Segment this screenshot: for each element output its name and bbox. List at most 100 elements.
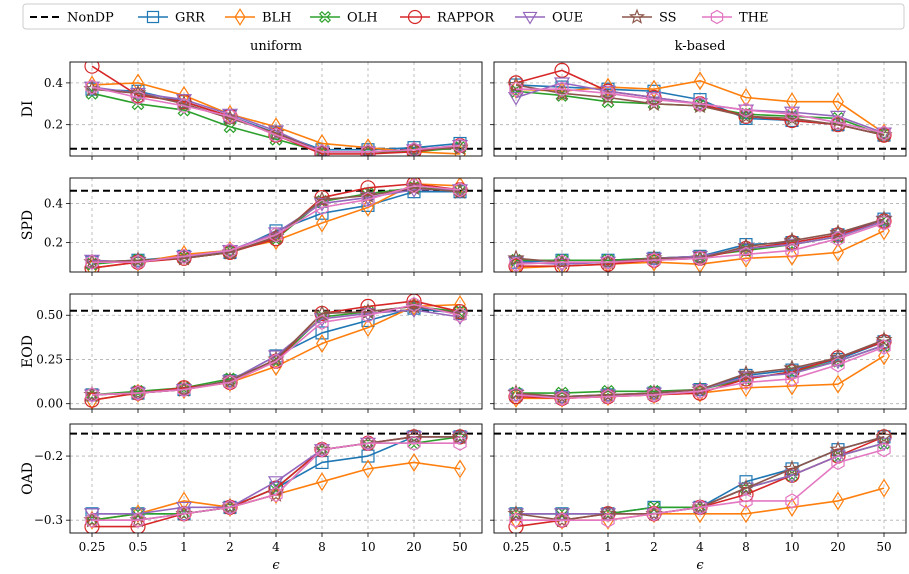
point-ss <box>737 479 755 496</box>
legend-label: THE <box>739 11 769 26</box>
point-olh <box>177 103 191 117</box>
point-the <box>177 381 191 398</box>
series-line-ss <box>515 84 885 136</box>
ylabel-spd: SPD <box>20 210 36 240</box>
y-tick-label: 0.4 <box>44 76 63 90</box>
point-ss <box>875 126 893 143</box>
legend-item-grr: GRR <box>138 11 206 26</box>
point-rappor <box>84 260 100 272</box>
series-line-the <box>515 346 885 400</box>
point-ss <box>553 511 571 528</box>
point-blh <box>316 334 328 354</box>
point-the <box>739 102 753 118</box>
point-ss <box>829 440 847 457</box>
legend-label: GRR <box>175 11 206 26</box>
point-the <box>877 215 891 231</box>
x-tick-label: 2 <box>226 540 234 554</box>
point-the <box>647 387 661 403</box>
axes-frame <box>69 293 483 410</box>
point-blh <box>408 452 420 473</box>
legend-marker-the <box>710 9 724 25</box>
point-ss <box>267 227 285 245</box>
point-the <box>131 385 145 401</box>
point-ss <box>313 440 331 457</box>
legend-frame <box>22 3 905 30</box>
x-tick-label: 4 <box>272 540 280 554</box>
point-the <box>407 142 421 156</box>
y-tick-label: 0.4 <box>44 196 63 210</box>
point-the <box>785 371 799 387</box>
point-ss <box>175 380 193 397</box>
column-title-1: k-based <box>675 39 726 54</box>
panel-di-uniform: 0.2 0.4 <box>44 61 483 160</box>
point-ss <box>405 297 423 314</box>
series-line-ss <box>515 339 885 398</box>
point-olh <box>85 86 99 100</box>
point-blh <box>454 459 466 479</box>
point-ss <box>553 253 571 270</box>
panel-di-k-based <box>490 61 907 160</box>
point-the <box>877 339 891 355</box>
point-the <box>555 81 569 97</box>
point-blh <box>316 213 328 233</box>
x-tick-label: 10 <box>784 540 799 554</box>
axes-frame <box>493 423 907 534</box>
xlabel: ϵ <box>696 558 704 573</box>
point-ss <box>175 504 193 522</box>
point-blh <box>832 374 844 394</box>
point-ss <box>129 84 147 101</box>
point-the <box>877 441 891 458</box>
point-ss <box>599 504 617 522</box>
series-line-the <box>516 448 885 521</box>
point-the <box>269 353 283 369</box>
point-the <box>315 314 329 331</box>
point-ss <box>405 178 423 196</box>
point-the <box>453 435 467 451</box>
point-oue <box>267 476 285 490</box>
legend-marker-oue <box>522 11 538 25</box>
point-the <box>177 506 191 522</box>
point-ss <box>221 109 239 126</box>
point-ss <box>221 243 239 260</box>
point-the <box>453 182 467 198</box>
point-the <box>223 374 237 391</box>
legend: NonDP GRR BLH OLH RAPPOR OUE SS THE <box>22 3 905 30</box>
point-ss <box>691 249 709 266</box>
point-olh <box>453 141 467 155</box>
point-blh <box>602 387 614 407</box>
axes-frame <box>69 61 483 157</box>
point-blh <box>316 472 328 492</box>
point-ss <box>83 385 101 403</box>
point-ss <box>507 75 525 93</box>
point-blh <box>832 92 844 112</box>
point-blh <box>694 71 706 91</box>
point-the <box>509 387 523 403</box>
point-the <box>601 85 615 102</box>
series-line-oue <box>515 220 885 265</box>
point-ss <box>359 142 377 156</box>
legend-label: RAPPOR <box>437 11 495 26</box>
legend-marker-olh <box>318 10 332 24</box>
point-blh <box>362 318 374 338</box>
legend-item-nondp: NonDP <box>30 11 114 26</box>
legend-label: SS <box>659 11 677 26</box>
point-ss <box>129 511 147 528</box>
point-the <box>361 144 375 156</box>
x-tick-label: 0.25 <box>503 540 530 554</box>
y-tick-label: 0.2 <box>44 236 63 250</box>
x-tick-label: 50 <box>452 540 467 554</box>
point-the <box>785 242 799 259</box>
legend-item-rappor: RAPPOR <box>400 9 495 26</box>
y-tick-label: −0.2 <box>34 449 63 463</box>
point-the <box>85 387 99 403</box>
x-tick-label: 20 <box>830 540 845 554</box>
point-the <box>509 512 523 528</box>
ylabel-eod: EOD <box>20 335 36 368</box>
point-the <box>739 493 753 509</box>
point-the <box>693 96 707 112</box>
x-tick-label: 1 <box>604 540 612 554</box>
point-ss <box>507 249 525 266</box>
point-ss <box>221 498 239 515</box>
point-blh <box>132 73 144 93</box>
point-blh <box>878 478 890 498</box>
